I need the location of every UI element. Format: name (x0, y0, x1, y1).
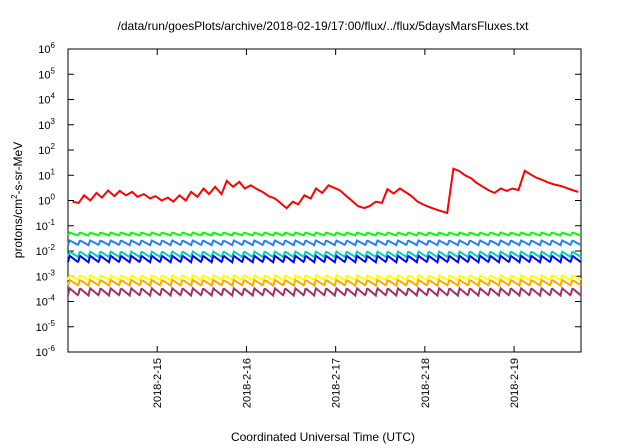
y-axis-label: protons/cm2-s-sr-MeV (10, 142, 25, 258)
series-line (67, 278, 582, 288)
series-line (67, 239, 582, 247)
y-tick-label: 100 (38, 193, 55, 208)
x-tick-label: 2018-2-16 (241, 358, 253, 408)
y-tick-label: 101 (38, 167, 55, 182)
x-tick-label: 2018-2-18 (420, 358, 432, 408)
y-tick-label: 103 (38, 117, 55, 132)
chart-title: /data/run/goesPlots/archive/2018-02-19/1… (118, 19, 530, 33)
series-line (67, 250, 582, 259)
y-axis-ticks: 10-6 10-5 10-4 10-3 10-2 10-1 100 101 102 103 104 1… (36, 41, 581, 359)
series-line-red (72, 167, 579, 215)
x-tick-label: 2018-2-15 (152, 358, 164, 408)
x-tick-label: 2018-2-17 (331, 358, 343, 408)
series-layer (67, 167, 582, 298)
series-line (67, 231, 582, 237)
x-axis-label: Coordinated Universal Time (UTC) (231, 430, 415, 444)
y-tick-label: 10-6 (36, 344, 56, 359)
y-tick-label: 10-1 (36, 218, 56, 233)
series-line (67, 273, 582, 282)
x-tick-label: 2018-2-19 (509, 358, 521, 408)
y-tick-label: 10-3 (36, 268, 56, 283)
y-tick-label: 102 (38, 142, 55, 157)
plot-frame (67, 48, 582, 353)
y-tick-label: 10-2 (36, 243, 56, 258)
y-tick-label: 10-5 (36, 319, 56, 334)
y-tick-label: 106 (38, 41, 55, 56)
y-tick-label: 104 (38, 92, 55, 107)
y-tick-label: 105 (38, 66, 55, 81)
x-axis-ticks: 2018-2-15 2018-2-16 2018-2-17 2018-2-18 2018… (152, 49, 521, 408)
series-line (67, 254, 582, 264)
series-line (67, 286, 582, 298)
plot-area: 10-6 10-5 10-4 10-3 10-2 10-1 100 101 102 103 104 1… (36, 41, 582, 408)
y-tick-label: 10-4 (36, 294, 56, 309)
